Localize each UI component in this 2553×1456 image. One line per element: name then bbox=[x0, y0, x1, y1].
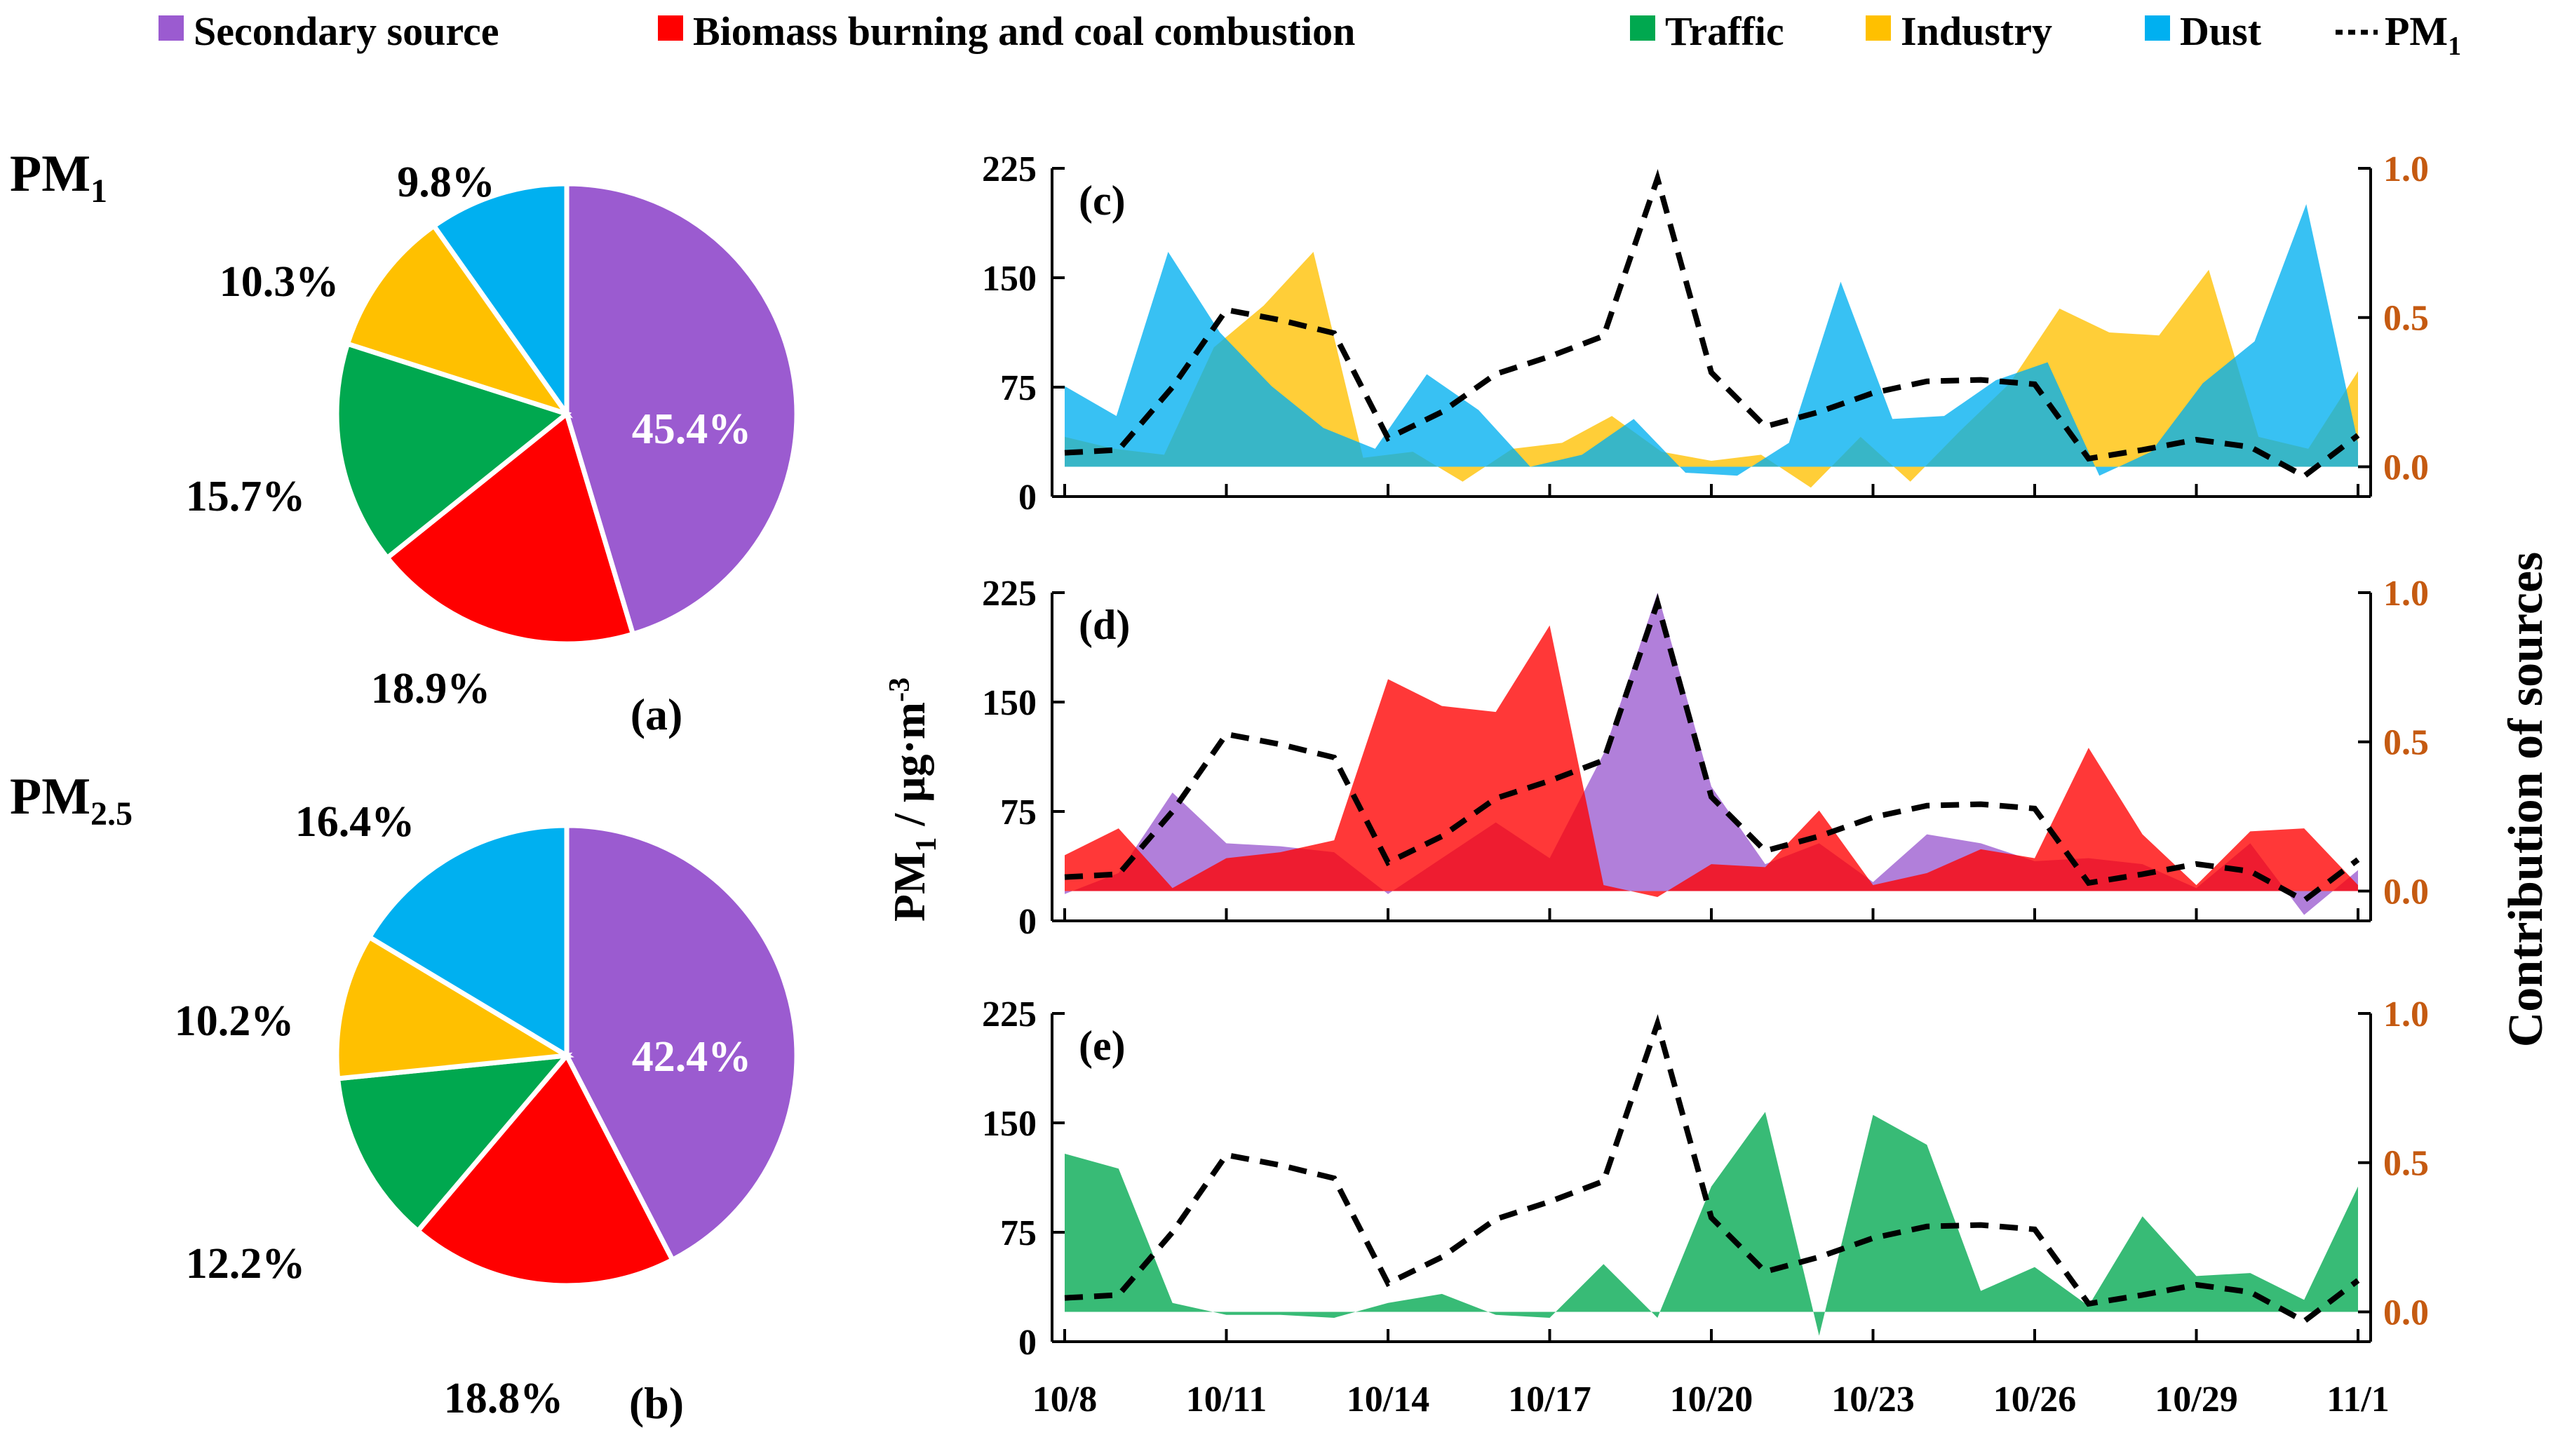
left-tick-label: 225 bbox=[982, 149, 1037, 189]
pie-label-secondary: 45.4% bbox=[632, 405, 752, 453]
legend-label-industry: Industry bbox=[1901, 8, 2052, 54]
legend-label-traffic: Traffic bbox=[1665, 8, 1784, 54]
pie-label-traffic: 15.7% bbox=[186, 473, 306, 520]
x-tick-label: 10/26 bbox=[1993, 1380, 2076, 1420]
left-tick-label: 150 bbox=[982, 1104, 1037, 1144]
right-tick-label: 0.5 bbox=[2383, 723, 2429, 763]
pie-title-a: PM1 bbox=[10, 145, 107, 210]
left-tick-label: 0 bbox=[1018, 902, 1037, 942]
x-tick-label: 10/14 bbox=[1347, 1380, 1429, 1420]
area-panels: 0 75 150 225 0.0 0.5 1.0 (c) 0 75 150 225 0.0 0.5 1.0 (… bbox=[982, 149, 2429, 1420]
legend-swatch-biomass bbox=[658, 15, 683, 41]
panel-label-d: (d) bbox=[1079, 602, 1130, 648]
left-tick-label: 0 bbox=[1018, 478, 1037, 518]
pie-slice-industry bbox=[344, 222, 573, 419]
line-pm1 bbox=[1064, 169, 2360, 480]
left-axis-title: PM1 / μg·m-3 bbox=[884, 678, 943, 922]
pie-slice-dust bbox=[430, 181, 570, 422]
panel-label-a: (a) bbox=[631, 689, 683, 739]
left-tick-label: 150 bbox=[982, 683, 1037, 723]
legend: Secondary source Biomass burning and coa… bbox=[159, 8, 2461, 61]
pie-label-industry: 10.3% bbox=[220, 258, 339, 306]
legend-label-pm1: PM1 bbox=[2385, 8, 2461, 61]
pie-b: PM2.5 (b) 42.4% 18.8% 12.2% 10.2% 16.4% bbox=[10, 768, 800, 1428]
area-biomass bbox=[1065, 625, 2358, 897]
pie-slice-biomass bbox=[414, 1051, 676, 1288]
pie-label-biomass: 18.8% bbox=[444, 1375, 564, 1422]
pie-title-b: PM2.5 bbox=[10, 768, 133, 833]
right-tick-label: 0.5 bbox=[2383, 299, 2429, 339]
pie-slice-traffic bbox=[335, 1052, 573, 1235]
legend-label-secondary: Secondary source bbox=[194, 8, 499, 54]
legend-swatch-traffic bbox=[1630, 15, 1655, 41]
pie-slice-secondary bbox=[564, 823, 800, 1264]
left-tick-label: 0 bbox=[1018, 1323, 1037, 1363]
pie-label-secondary: 42.4% bbox=[632, 1033, 752, 1081]
left-tick-label: 75 bbox=[1000, 793, 1037, 833]
panel-label-b: (b) bbox=[629, 1378, 684, 1428]
right-tick-label: 0.0 bbox=[2383, 872, 2429, 912]
left-tick-label: 75 bbox=[1000, 368, 1037, 408]
right-tick-label: 1.0 bbox=[2383, 149, 2429, 189]
pie-label-dust: 16.4% bbox=[295, 798, 415, 846]
right-tick-label: 0.0 bbox=[2383, 1293, 2429, 1333]
area-dust bbox=[1065, 204, 2358, 476]
pie-a: PM1 (a) 45.4% 18.9% 15.7% 10.3% 9.8% bbox=[10, 145, 800, 739]
pie-label-traffic: 12.2% bbox=[186, 1240, 306, 1288]
left-tick-label: 225 bbox=[982, 574, 1037, 614]
right-axis-title: Contribution of sources bbox=[2499, 552, 2553, 1048]
panel-label-e: (e) bbox=[1079, 1023, 1126, 1069]
right-tick-label: 1.0 bbox=[2383, 574, 2429, 614]
pie-label-industry: 10.2% bbox=[175, 997, 295, 1045]
pie-slice-industry bbox=[334, 933, 574, 1081]
panel-c: 0 75 150 225 0.0 0.5 1.0 (c) bbox=[982, 149, 2429, 518]
pie-slice-dust bbox=[365, 823, 570, 1060]
pie-slice-secondary bbox=[564, 181, 800, 638]
x-tick-label: 10/17 bbox=[1508, 1380, 1591, 1420]
right-tick-label: 0.5 bbox=[2383, 1144, 2429, 1184]
panel-e: 0 75 150 225 0.0 0.5 1.0 (e) bbox=[982, 995, 2429, 1363]
legend-swatch-secondary bbox=[159, 15, 184, 41]
x-tick-label: 10/8 bbox=[1032, 1380, 1097, 1420]
legend-swatch-industry bbox=[1866, 15, 1891, 41]
panel-label-c: (c) bbox=[1079, 177, 1126, 224]
legend-label-dust: Dust bbox=[2180, 8, 2262, 54]
area-traffic bbox=[1065, 1112, 2358, 1336]
legend-swatch-dust bbox=[2145, 15, 2170, 41]
pie-label-dust: 9.8% bbox=[397, 159, 495, 206]
line-pm1 bbox=[1064, 593, 2360, 904]
right-tick-label: 1.0 bbox=[2383, 995, 2429, 1034]
pie-charts: PM1 (a) 45.4% 18.9% 15.7% 10.3% 9.8% PM2.5 (b) 42… bbox=[10, 145, 800, 1428]
right-tick-label: 0.0 bbox=[2383, 447, 2429, 487]
panel-d: 0 75 150 225 0.0 0.5 1.0 (d) bbox=[982, 574, 2429, 942]
x-tick-label: 10/20 bbox=[1670, 1380, 1753, 1420]
x-tick-label: 11/1 bbox=[2326, 1380, 2390, 1420]
left-tick-label: 150 bbox=[982, 259, 1037, 299]
x-tick-label: 10/29 bbox=[2155, 1380, 2237, 1420]
pie-label-biomass: 18.9% bbox=[371, 665, 491, 713]
line-pm1 bbox=[1064, 1014, 2360, 1325]
x-tick-label: 10/23 bbox=[1831, 1380, 1914, 1420]
left-tick-label: 75 bbox=[1000, 1213, 1037, 1253]
legend-label-biomass: Biomass burning and coal combustion bbox=[693, 8, 1355, 54]
x-tick-labels: 10/8 10/11 10/14 10/17 10/20 10/23 10/26 10/29 1… bbox=[1032, 1380, 2390, 1420]
left-tick-label: 225 bbox=[982, 995, 1037, 1034]
pie-slice-biomass bbox=[384, 410, 636, 647]
x-tick-label: 10/11 bbox=[1186, 1380, 1267, 1420]
